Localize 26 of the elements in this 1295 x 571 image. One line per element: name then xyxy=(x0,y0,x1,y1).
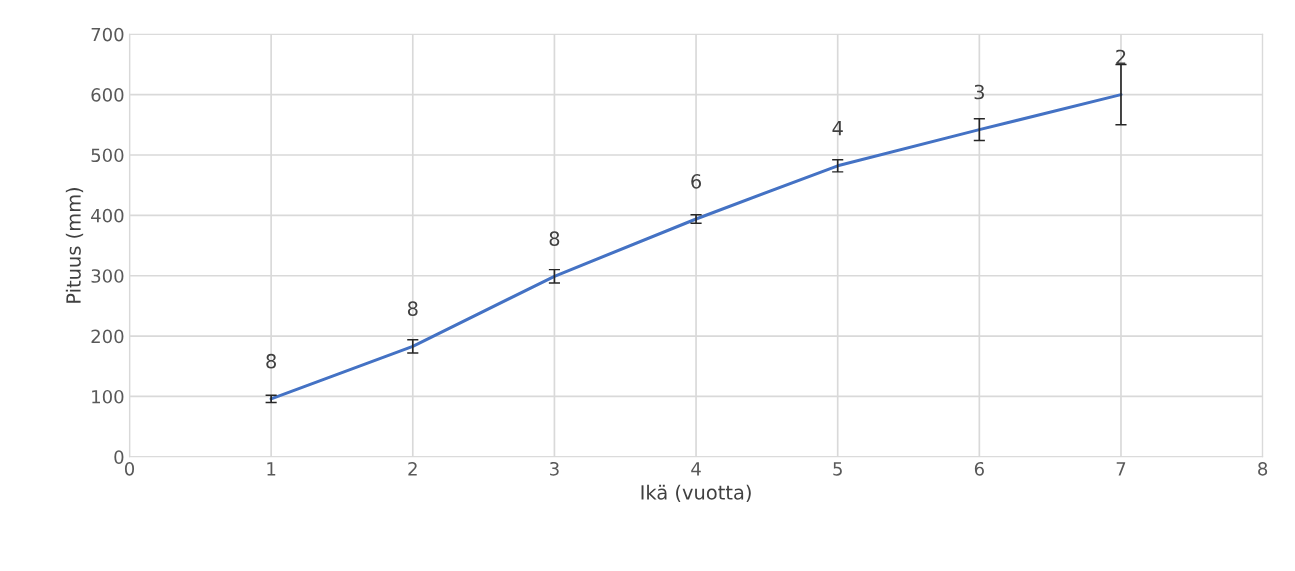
y-tick-label: 100 xyxy=(92,389,124,404)
annotation: 8 xyxy=(266,353,276,369)
annotation: 2 xyxy=(1116,49,1126,65)
y-tick-label: 0 xyxy=(114,450,124,464)
x-tick-label: 8 xyxy=(1258,461,1268,476)
x-tick-label: 7 xyxy=(1116,462,1126,476)
y-tick-label: 600 xyxy=(91,88,124,102)
annotation: 3 xyxy=(974,84,984,100)
annotation: 4 xyxy=(832,121,843,136)
y-tick-label: 400 xyxy=(91,208,124,223)
y-axis-title: Pituus (mm) xyxy=(65,188,84,303)
x-tick-label: 5 xyxy=(833,462,842,476)
x-tick-label: 2 xyxy=(408,461,417,476)
x-tick-label: 1 xyxy=(267,462,276,476)
y-tick-label: 500 xyxy=(91,148,124,163)
annotation: 6 xyxy=(691,173,702,189)
y-tick-label: 300 xyxy=(91,269,124,283)
x-axis-title: Ikä (vuotta) xyxy=(641,484,751,503)
annotation: 8 xyxy=(549,231,560,247)
x-tick-label: 3 xyxy=(550,461,559,476)
x-tick-label: 4 xyxy=(691,462,701,476)
y-tick-label: 700 xyxy=(91,27,124,42)
y-tick-label: 200 xyxy=(91,329,124,344)
x-tick-label: 0 xyxy=(124,461,135,476)
annotation: 8 xyxy=(407,301,418,317)
x-tick-label: 6 xyxy=(974,461,984,476)
